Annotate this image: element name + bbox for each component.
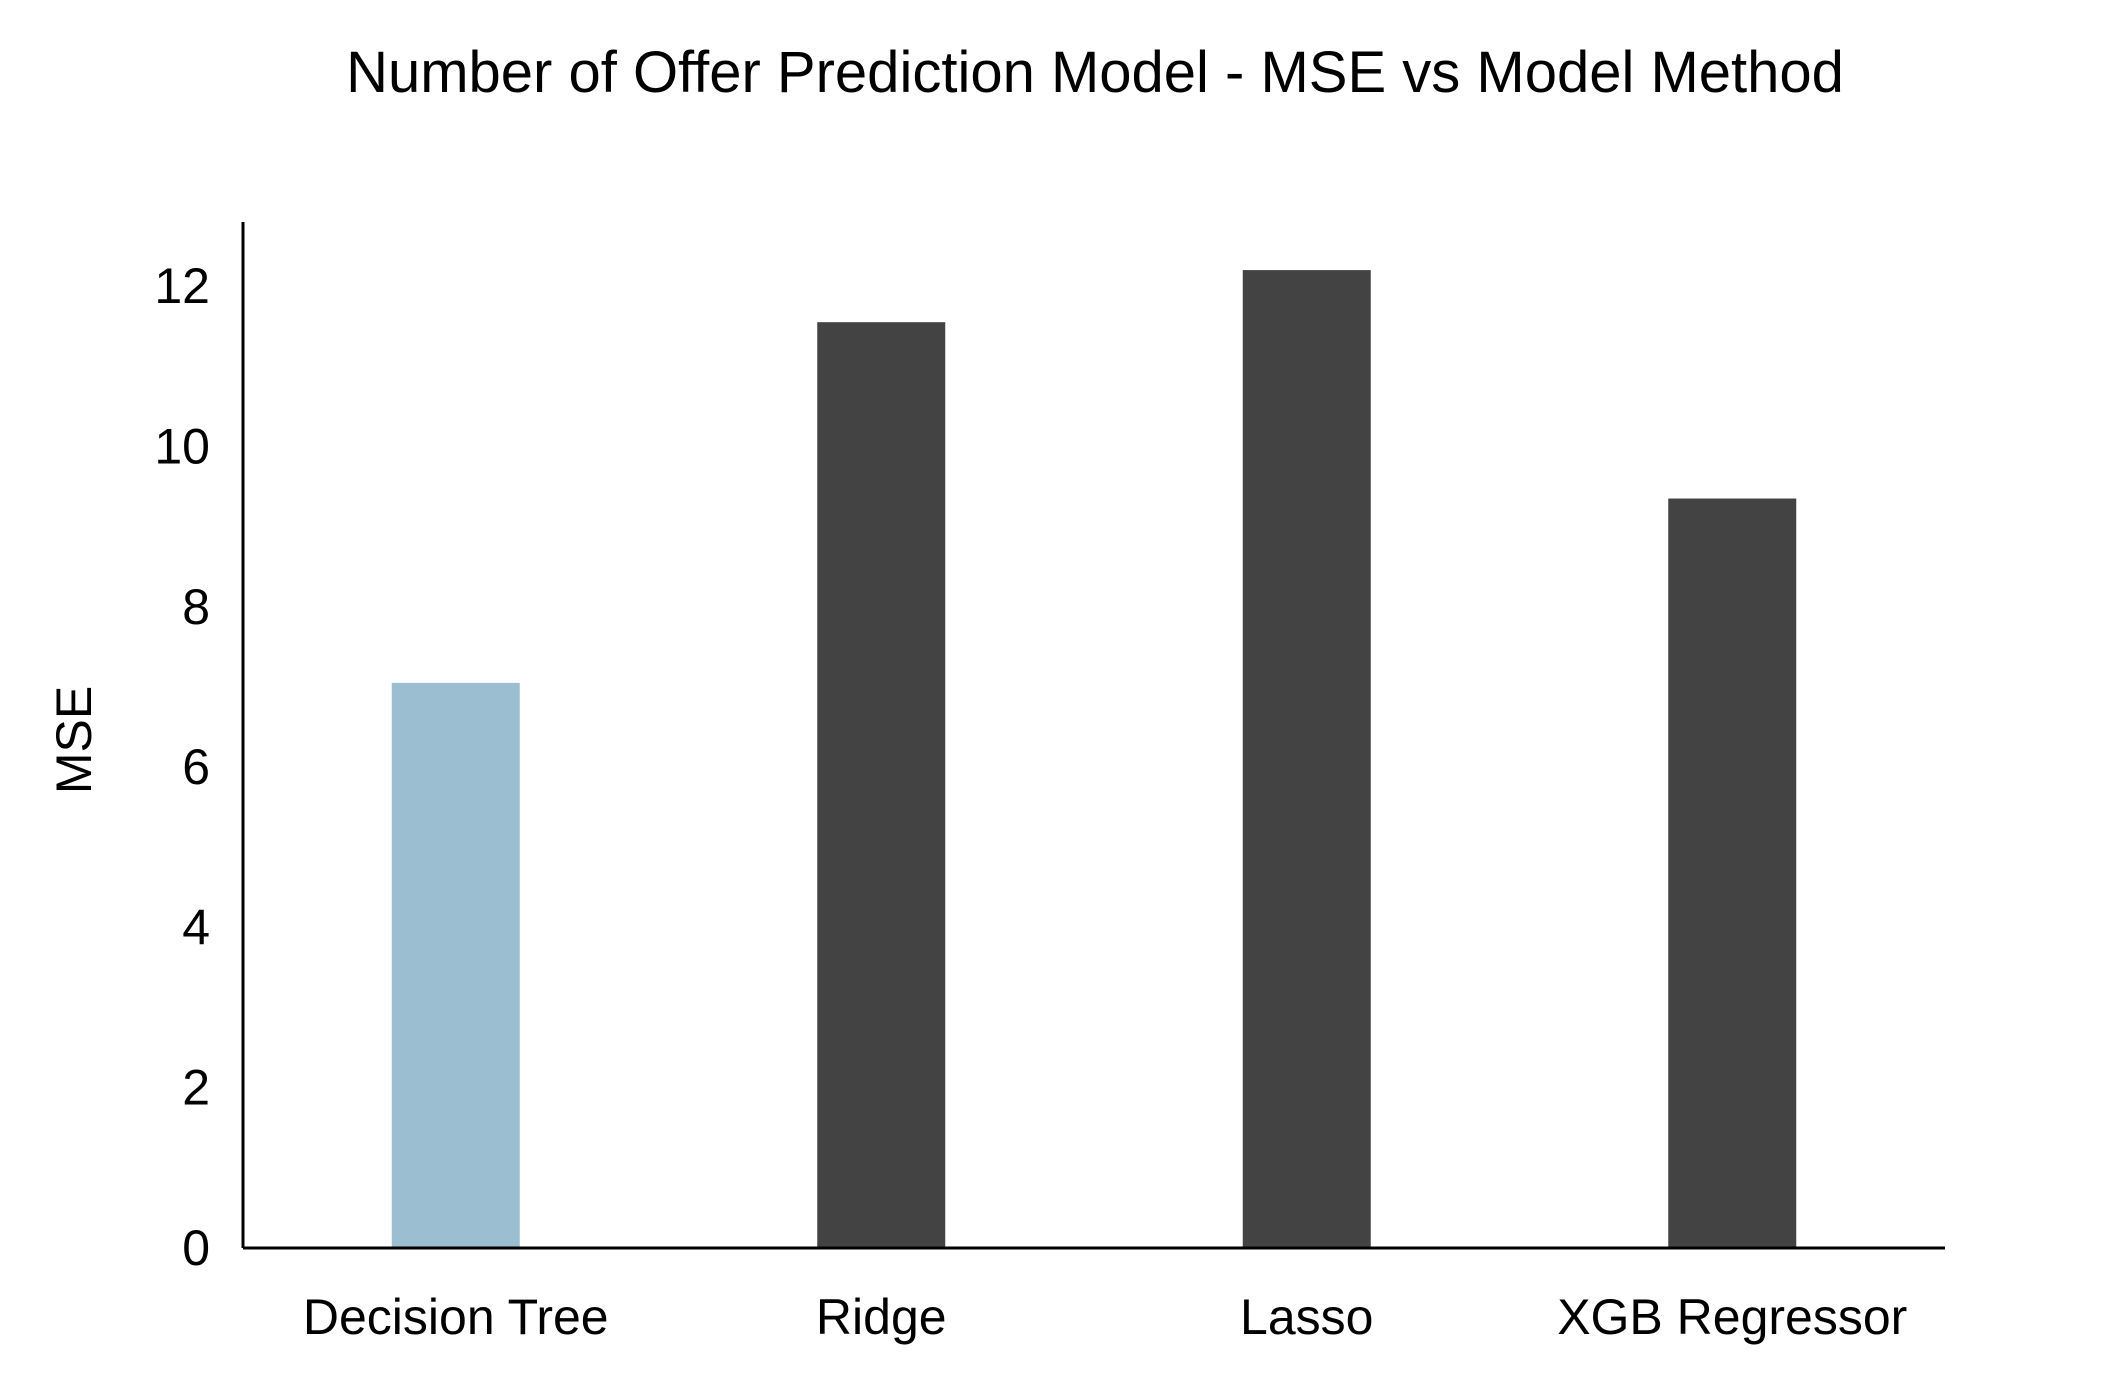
- bars-group: [391, 270, 1797, 1248]
- x-tick-label-decision-tree: Decision Tree: [303, 1289, 609, 1345]
- bar-decision-tree: [391, 682, 520, 1248]
- x-ticks-group: Decision Tree Ridge Lasso XGB Regressor: [303, 1289, 1907, 1345]
- bar-lasso: [1242, 270, 1371, 1248]
- y-tick-label: 12: [154, 258, 210, 314]
- x-tick-label-lasso: Lasso: [1240, 1289, 1373, 1345]
- y-ticks-group: 0 2 4 6 8 10 12: [154, 258, 210, 1276]
- chart-title: Number of Offer Prediction Model - MSE v…: [346, 40, 1844, 105]
- y-tick-label: 6: [182, 739, 210, 795]
- bar-xgb-regressor: [1668, 498, 1797, 1248]
- y-tick-label: 4: [182, 899, 210, 955]
- y-tick-label: 10: [154, 418, 210, 474]
- x-tick-label-ridge: Ridge: [816, 1289, 947, 1345]
- y-tick-label: 0: [182, 1220, 210, 1276]
- bar-ridge: [817, 322, 946, 1248]
- y-axis-label: MSE: [46, 686, 102, 794]
- x-tick-label-xgb-regressor: XGB Regressor: [1557, 1289, 1907, 1345]
- y-tick-label: 8: [182, 579, 210, 635]
- y-tick-label: 2: [182, 1060, 210, 1116]
